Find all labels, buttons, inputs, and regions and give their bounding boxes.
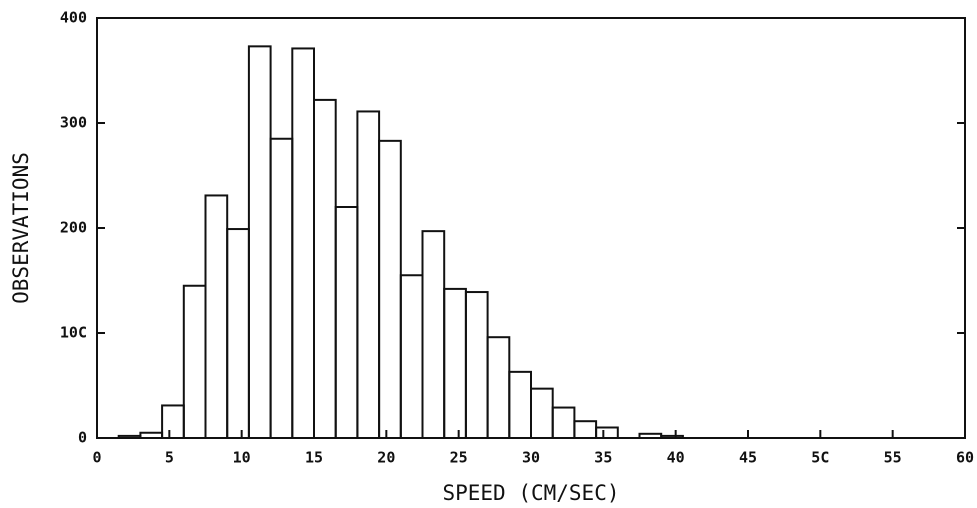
x-tick-label: 20 bbox=[377, 449, 395, 467]
y-tick-label: 10C bbox=[60, 324, 87, 342]
y-axis-title: OBSERVATIONS bbox=[9, 152, 33, 304]
bar bbox=[508, 370, 532, 440]
bar bbox=[204, 194, 229, 439]
x-axis-title: SPEED (CM/SEC) bbox=[442, 481, 619, 505]
bar bbox=[573, 420, 598, 440]
bar bbox=[334, 206, 359, 439]
x-tick-label: 40 bbox=[667, 449, 685, 467]
bar bbox=[443, 287, 467, 439]
bar bbox=[313, 98, 337, 440]
x-tick-label: 15 bbox=[305, 449, 323, 467]
x-tick-label: 5C bbox=[811, 449, 829, 467]
x-tick-label: 30 bbox=[522, 449, 540, 467]
x-tick-label: 45 bbox=[739, 449, 757, 467]
bar bbox=[551, 406, 576, 439]
bar bbox=[530, 387, 554, 439]
bar bbox=[161, 404, 185, 440]
x-tick-label: 0 bbox=[92, 449, 101, 467]
y-tick-label: 400 bbox=[60, 9, 87, 27]
bar bbox=[421, 230, 446, 439]
x-tick-label: 35 bbox=[594, 449, 612, 467]
bar bbox=[638, 432, 663, 439]
bar bbox=[486, 336, 511, 440]
bar bbox=[226, 228, 250, 439]
bar bbox=[595, 426, 619, 439]
bar bbox=[660, 434, 684, 439]
bar bbox=[117, 434, 142, 439]
bar bbox=[399, 274, 424, 439]
y-tick-label: 0 bbox=[78, 429, 87, 447]
y-tick-label: 300 bbox=[60, 114, 87, 132]
bar bbox=[182, 284, 207, 439]
bar bbox=[247, 45, 272, 439]
x-tick-label: 55 bbox=[884, 449, 902, 467]
bar bbox=[378, 139, 402, 439]
bar bbox=[269, 137, 294, 439]
x-tick-label: 25 bbox=[450, 449, 468, 467]
x-tick-label: 10 bbox=[233, 449, 251, 467]
x-tick-label: 60 bbox=[956, 449, 974, 467]
bar bbox=[464, 291, 489, 439]
y-tick-label: 200 bbox=[60, 219, 87, 237]
x-tick-label: 5 bbox=[165, 449, 174, 467]
bar bbox=[291, 47, 315, 439]
bar bbox=[139, 431, 164, 439]
bar bbox=[356, 110, 381, 439]
